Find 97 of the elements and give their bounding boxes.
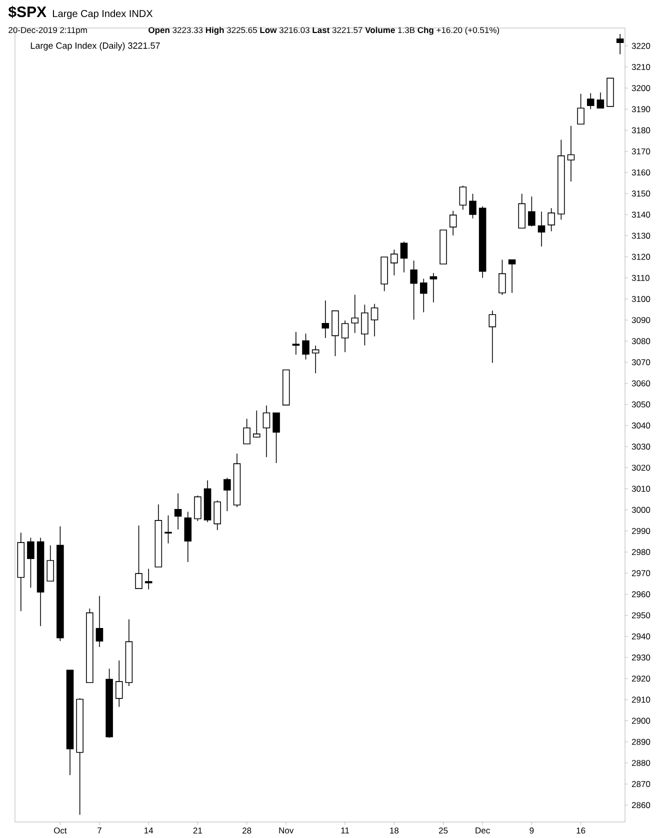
candlestick — [27, 537, 34, 588]
y-tick-label: 3030 — [632, 444, 650, 450]
candlestick — [194, 495, 202, 522]
y-tick-label: 3120 — [632, 254, 650, 260]
candlestick — [410, 260, 418, 320]
candlestick — [430, 272, 438, 303]
y-tick-label: 3180 — [632, 127, 650, 134]
candlestick — [144, 568, 152, 590]
candlestick — [322, 300, 330, 338]
y-tick-label: 3160 — [632, 169, 650, 176]
y-tick-label: 3190 — [632, 106, 650, 112]
y-tick-label: 3070 — [632, 359, 650, 366]
candlestick — [577, 93, 584, 125]
candlestick — [390, 249, 398, 276]
y-tick-label: 3220 — [632, 42, 650, 49]
y-tick-label: 2960 — [632, 591, 650, 598]
candlestick — [420, 278, 428, 313]
y-tick-label: 3150 — [632, 190, 650, 197]
x-tick-label: Nov — [279, 828, 294, 834]
y-tick-label: 3200 — [632, 85, 650, 92]
y-tick-label: 2870 — [632, 781, 650, 788]
candlestick — [184, 511, 192, 562]
candlestick — [46, 544, 54, 582]
text: Open 3223.33 High 3225.65 Low 3216.03 Last 3221.57 Volume 1.3B Chg +16.20 (+0.51%) — [148, 26, 500, 35]
candlestick — [508, 259, 516, 294]
y-tick-label: 2860 — [632, 802, 650, 808]
x-tick-label: 14 — [144, 828, 154, 834]
x-tick-label: 28 — [242, 828, 252, 834]
annotation: 20-Dec-2019 2:11pm — [8, 27, 87, 35]
candlestick — [459, 185, 467, 210]
candlestick — [469, 193, 476, 219]
candlestick — [292, 331, 300, 356]
candlestick — [312, 345, 320, 374]
candlestick — [174, 493, 182, 530]
candlestick — [538, 211, 546, 247]
x-tick-label: 21 — [193, 828, 202, 834]
y-tick-label: 2900 — [632, 718, 650, 724]
chart-subtitle: Large Cap Index INDX — [53, 10, 153, 20]
y-tick-label: 3080 — [632, 338, 650, 344]
candlestick — [135, 525, 142, 589]
y-tick-label: 3110 — [632, 274, 650, 281]
candlestick — [302, 333, 310, 360]
candlestick — [341, 320, 349, 353]
candlestick — [528, 196, 536, 227]
candlestick — [164, 514, 172, 544]
y-tick-label: 3100 — [632, 296, 650, 302]
y-tick-label: 3020 — [632, 464, 650, 471]
x-tick-label: 11 — [341, 828, 350, 834]
candlestick — [224, 477, 231, 512]
candlestick — [488, 310, 496, 364]
y-tick-label: 3040 — [632, 422, 650, 429]
candlestick — [361, 304, 368, 346]
candlestick — [243, 418, 250, 444]
candlestick — [498, 259, 506, 296]
candlestick — [253, 410, 260, 438]
y-tick-label: 3060 — [632, 380, 650, 386]
x-tick-label: 16 — [576, 828, 586, 834]
candlestick — [96, 596, 104, 648]
candlestick — [586, 92, 594, 110]
candlestick — [596, 92, 604, 109]
candlestick — [400, 241, 408, 273]
y-tick-label: 2950 — [632, 612, 650, 618]
y-tick-label: 2970 — [632, 570, 650, 576]
y-tick-label: 3050 — [632, 401, 650, 408]
x-tick-label: Oct — [54, 828, 67, 834]
x-tick-label: Dec — [476, 828, 490, 834]
candlestick — [351, 294, 359, 334]
y-tick-label: 3210 — [632, 64, 650, 70]
candlestick — [449, 210, 457, 236]
x-tick-label: 7 — [98, 828, 102, 834]
candlestick — [548, 208, 555, 232]
y-tick-label: 2940 — [632, 633, 650, 640]
y-tick-label: 3140 — [632, 212, 650, 218]
y-tick-label: 3010 — [632, 486, 650, 492]
y-tick-label: 2990 — [632, 528, 650, 534]
candlestick — [567, 125, 575, 182]
x-tick-label: 25 — [438, 828, 448, 834]
candlestick — [262, 405, 270, 458]
y-tick-label: 2980 — [632, 549, 650, 556]
annotation: Large Cap Index (Daily) 3221.57 — [30, 42, 160, 51]
candlestick — [214, 500, 221, 531]
y-tick-label: 2890 — [632, 738, 650, 745]
y-tick-label: 2880 — [632, 760, 650, 766]
y-tick-label: 3000 — [632, 506, 650, 513]
candlestick — [616, 34, 624, 55]
candlestick — [115, 660, 123, 708]
candlestick — [272, 412, 280, 464]
candlestick — [370, 303, 378, 337]
x-tick-label: 18 — [390, 828, 399, 834]
y-tick-label: 3090 — [632, 317, 650, 324]
chart-title: $SPX — [8, 6, 46, 18]
x-tick-label: 9 — [530, 828, 534, 834]
y-tick-label: 2910 — [632, 696, 650, 703]
y-tick-label: 3130 — [632, 232, 650, 239]
y-tick-label: 2920 — [632, 676, 650, 682]
y-tick-label: 3170 — [632, 148, 650, 154]
y-tick-label: 2930 — [632, 654, 650, 661]
